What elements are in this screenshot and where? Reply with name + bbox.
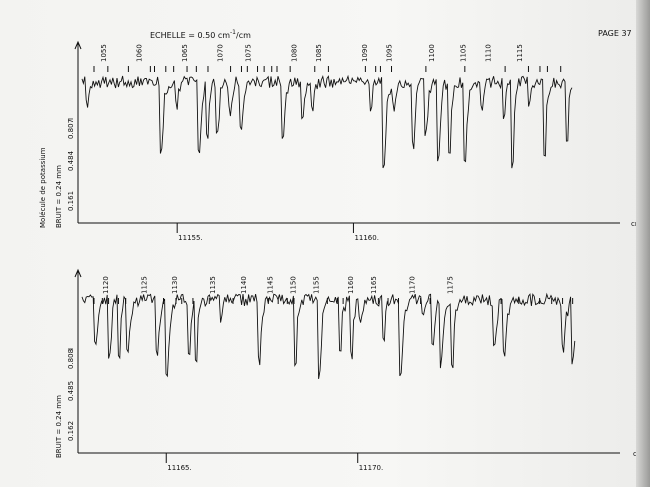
- line-number-label: 1110: [484, 44, 492, 62]
- y-tick-label: 0.484: [67, 150, 75, 171]
- y-tick-label: 0.485: [67, 381, 75, 401]
- line-number-label: 1130: [171, 276, 179, 294]
- y-tick-label: 0.808: [67, 349, 75, 369]
- line-number-label: 1175: [447, 276, 455, 294]
- line-number-label: 1115: [516, 44, 524, 62]
- line-number-label: 1120: [102, 276, 110, 294]
- x-tick-label: 11160.: [354, 234, 379, 242]
- spectrum-trace: [81, 74, 573, 169]
- noise-label-bottom: BRUIT = 0.24 mm: [55, 395, 63, 458]
- spectrum-trace: [81, 292, 576, 379]
- molecule-label: Molécule de potassium: [39, 147, 47, 228]
- line-number-label: 1160: [347, 276, 355, 294]
- scale-unit: /cm: [236, 31, 251, 40]
- line-number-label: 1080: [291, 44, 299, 62]
- line-number-label: 1155: [313, 276, 321, 294]
- scale-label: ECHELLE = 0.50 cm-1/cm: [150, 29, 251, 40]
- page-number: PAGE 37: [598, 29, 632, 38]
- line-number-label: 1085: [315, 44, 323, 62]
- line-number-label: 1140: [240, 276, 248, 294]
- line-number-label: 1065: [181, 44, 189, 62]
- y-tick-label: 0.162: [67, 421, 75, 441]
- y-axis-arrow: [74, 268, 82, 278]
- y-axis-label: I: [67, 348, 75, 350]
- scale-superscript: -1: [230, 29, 236, 36]
- line-number-label: 1095: [386, 44, 394, 62]
- noise-label-top: BRUIT = 0.24 mm: [55, 165, 63, 228]
- line-number-label: 1060: [135, 44, 143, 62]
- line-number-label: 1135: [209, 276, 217, 294]
- line-number-label: 1100: [428, 44, 436, 62]
- y-axis-arrow: [74, 40, 82, 50]
- x-tick-label: 11165.: [167, 464, 192, 472]
- line-number-label: 1170: [408, 276, 416, 294]
- y-tick-label: 0.161: [67, 191, 75, 211]
- line-number-label: 1145: [267, 276, 275, 294]
- page-edge-shadow: [636, 0, 650, 487]
- line-number-label: 1055: [100, 44, 108, 62]
- x-tick-label: 11170.: [359, 464, 384, 472]
- line-number-label: 1090: [361, 44, 369, 62]
- line-number-label: 1150: [290, 276, 298, 294]
- line-number-label: 1075: [245, 44, 253, 62]
- y-axis-label: I: [67, 118, 75, 120]
- line-number-label: 1125: [140, 276, 148, 294]
- line-number-label: 1165: [370, 276, 378, 294]
- y-tick-label: 0.807: [67, 119, 75, 139]
- line-number-label: 1105: [460, 44, 468, 62]
- line-number-label: 1070: [216, 44, 224, 62]
- x-tick-label: 11155.: [178, 234, 203, 242]
